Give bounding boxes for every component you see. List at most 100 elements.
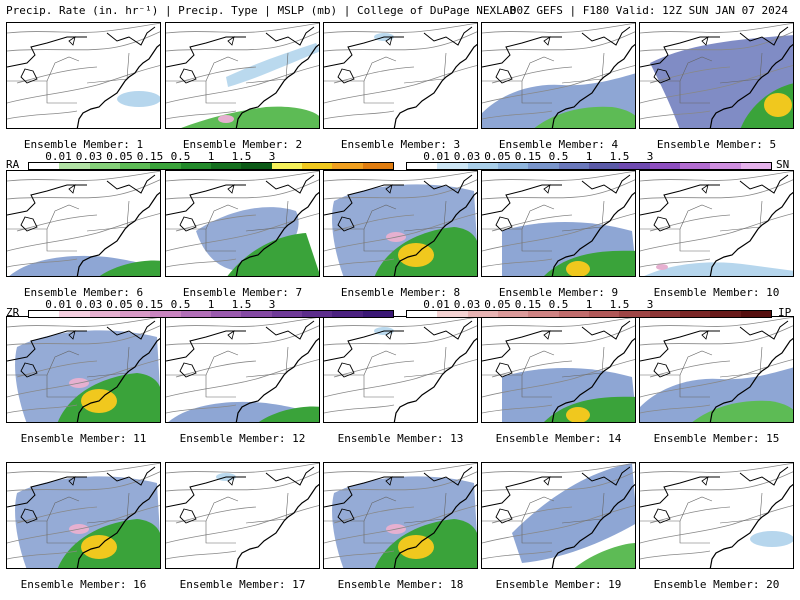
freezing_rain-tick-label: 0.01: [45, 298, 72, 311]
precip-map-graphic: [324, 317, 477, 422]
color-swatch: [619, 311, 650, 317]
freezing_rain-tick-label: 0.5: [170, 298, 191, 311]
ensemble-member-map: [6, 316, 161, 423]
ensemble-member-label: Ensemble Member: 6: [23, 286, 144, 299]
freezing_rain-tick-label: 0.15: [136, 298, 164, 311]
ice_pellets-tick-label: 0.01: [423, 298, 450, 311]
ensemble-member-label: Ensemble Member: 7: [182, 286, 303, 299]
ice_pellets-tick-label: 3: [646, 298, 654, 311]
color-swatch: [437, 311, 468, 317]
ensemble-member-label: Ensemble Member: 3: [340, 138, 461, 151]
precip-map-graphic: [640, 171, 793, 276]
color-swatch: [210, 311, 242, 317]
rain-tick-label: 0.03: [75, 150, 103, 163]
precip-map-graphic: [7, 317, 160, 422]
ensemble-member-map: [323, 462, 478, 569]
color-swatch: [59, 311, 90, 317]
ensemble-member-label: Ensemble Member: 4: [498, 138, 619, 151]
color-swatch: [89, 163, 120, 169]
color-swatch: [740, 311, 771, 317]
ice_pellets-color-scale: [406, 310, 772, 318]
color-swatch: [588, 311, 620, 317]
freezing_rain-tick-label: 1.5: [231, 298, 252, 311]
rain-color-scale: [28, 162, 394, 170]
precip-map-graphic: [7, 23, 160, 128]
color-swatch: [679, 311, 711, 317]
color-swatch: [437, 163, 468, 169]
ice_pellets-tick-label: 0.05: [484, 298, 511, 311]
freezing_rain-tick-label: 0.05: [106, 298, 133, 311]
precip-map-graphic: [482, 23, 635, 128]
ensemble-member-map: [639, 462, 794, 569]
color-swatch: [29, 163, 60, 169]
color-swatch: [619, 163, 650, 169]
color-swatch: [528, 163, 559, 169]
precip-map-graphic: [166, 23, 319, 128]
ensemble-member-label: Ensemble Member: 11: [20, 432, 147, 445]
color-swatch: [29, 311, 60, 317]
color-swatch: [740, 163, 771, 169]
precip-map-graphic: [640, 317, 793, 422]
color-swatch: [558, 311, 589, 317]
snow-tick-label: 0.15: [514, 150, 542, 163]
ensemble-member-label: Ensemble Member: 9: [498, 286, 619, 299]
color-swatch: [588, 163, 620, 169]
color-swatch: [150, 163, 181, 169]
ice_pellets-tick-label: 0.15: [514, 298, 542, 311]
color-swatch: [241, 311, 272, 317]
ensemble-member-label: Ensemble Member: 15: [653, 432, 780, 445]
ensemble-member-label: Ensemble Member: 1: [23, 138, 144, 151]
ensemble-member-map: [6, 462, 161, 569]
color-swatch: [407, 163, 438, 169]
freezing_rain-tick-label: 0.03: [75, 298, 103, 311]
snow-tick-label: 1.5: [609, 150, 630, 163]
rain-tick-label: 0.01: [45, 150, 72, 163]
ice_pellets-tick-label: 0.03: [453, 298, 481, 311]
snow-tick-label: 3: [646, 150, 654, 163]
color-swatch: [180, 311, 211, 317]
ensemble-member-label: Ensemble Member: 12: [179, 432, 306, 445]
color-swatch: [497, 163, 529, 169]
precip-map-graphic: [482, 317, 635, 422]
ensemble-member-label: Ensemble Member: 10: [653, 286, 780, 299]
precip-map-graphic: [324, 23, 477, 128]
freezing_rain-legend-code: ZR: [6, 306, 20, 319]
color-swatch: [271, 163, 302, 169]
freezing_rain-color-scale: [28, 310, 394, 318]
ensemble-member-map: [639, 22, 794, 129]
precip-map-graphic: [640, 463, 793, 568]
ensemble-member-map: [165, 22, 320, 129]
color-swatch: [271, 311, 302, 317]
ensemble-member-label: Ensemble Member: 8: [340, 286, 461, 299]
ensemble-member-label: Ensemble Member: 16: [20, 578, 147, 591]
ensemble-member-map: [323, 316, 478, 423]
precip-map-graphic: [482, 463, 635, 568]
precip-map-graphic: [482, 171, 635, 276]
color-swatch: [710, 311, 741, 317]
color-swatch: [119, 163, 151, 169]
freezing_rain-tick-label: 3: [268, 298, 276, 311]
ice_pellets-legend-code: IP: [778, 306, 792, 319]
color-swatch: [332, 163, 363, 169]
ice_pellets-tick-label: 1: [585, 298, 593, 311]
color-swatch: [679, 163, 711, 169]
color-swatch: [407, 311, 438, 317]
ensemble-member-map: [323, 170, 478, 277]
color-swatch: [649, 163, 680, 169]
ensemble-member-map: [639, 170, 794, 277]
ice_pellets-tick-label: 1.5: [609, 298, 630, 311]
ensemble-member-label: Ensemble Member: 5: [656, 138, 777, 151]
color-swatch: [467, 163, 498, 169]
ice_pellets-tick-label: 0.5: [548, 298, 569, 311]
ensemble-member-map: [6, 22, 161, 129]
color-swatch: [332, 311, 363, 317]
color-swatch: [150, 311, 181, 317]
ensemble-member-map: [165, 462, 320, 569]
header-valid-time: 00Z GEFS | F180 Valid: 12Z SUN JAN 07 20…: [509, 4, 788, 17]
ensemble-member-label: Ensemble Member: 2: [182, 138, 303, 151]
rain-tick-label: 0.05: [106, 150, 133, 163]
color-swatch: [528, 311, 559, 317]
precip-map-graphic: [166, 171, 319, 276]
rain-tick-label: 0.15: [136, 150, 164, 163]
color-swatch: [301, 311, 333, 317]
